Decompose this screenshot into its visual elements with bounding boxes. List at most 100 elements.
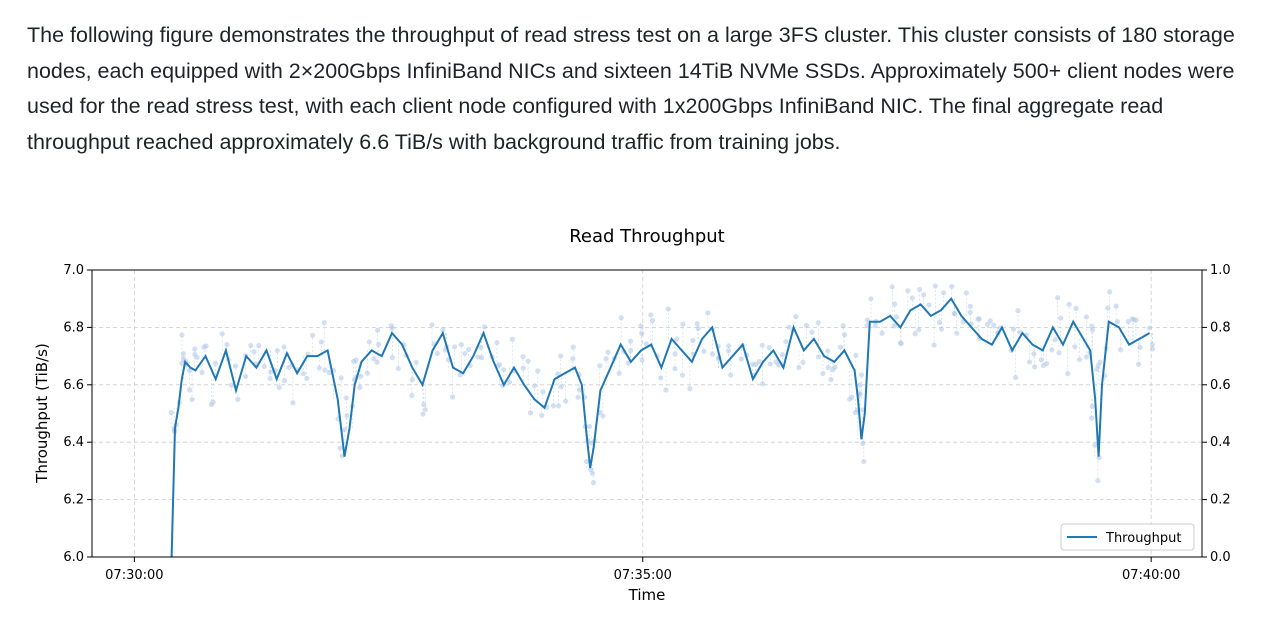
sample-point — [1044, 361, 1050, 367]
sample-point — [1107, 289, 1113, 295]
sample-point — [984, 321, 991, 327]
sample-point — [627, 338, 634, 344]
sample-point — [597, 363, 603, 369]
y2-tick-label: 0.2 — [1210, 493, 1231, 508]
sample-point — [457, 372, 463, 378]
sample-point — [796, 364, 802, 371]
sample-point — [1137, 344, 1143, 350]
sample-point — [326, 369, 332, 376]
sample-point — [570, 356, 576, 362]
sample-point — [1092, 442, 1098, 448]
description-paragraph: The following figure demonstrates the th… — [27, 23, 1235, 154]
sample-point — [506, 379, 513, 385]
sample-point — [853, 352, 859, 358]
sample-point — [268, 369, 274, 375]
sample-point — [628, 347, 634, 353]
sample-point — [429, 322, 435, 328]
y2-tick-label: 0.8 — [1210, 320, 1231, 335]
y2-tick-label: 1.0 — [1210, 263, 1231, 278]
sample-point — [575, 394, 581, 400]
sample-point — [1125, 318, 1131, 325]
sample-point — [760, 381, 766, 387]
sample-point — [224, 341, 230, 348]
sample-point — [281, 378, 288, 384]
sample-point — [374, 359, 380, 365]
sample-point — [274, 347, 280, 354]
sample-point — [550, 403, 557, 409]
sample-point — [1072, 344, 1078, 350]
sample-point — [967, 309, 973, 316]
sample-point — [422, 407, 428, 413]
sample-point — [1146, 325, 1153, 331]
sample-point — [783, 338, 789, 345]
sample-point — [304, 375, 310, 382]
sample-point — [931, 342, 937, 348]
sample-point — [842, 332, 848, 338]
sample-point — [860, 440, 866, 447]
sample-point — [540, 389, 546, 395]
y2-axis-ticks: 0.0 0.2 0.4 0.6 0.8 1.0 — [1202, 263, 1231, 565]
sample-point — [351, 358, 357, 364]
sample-point — [949, 283, 955, 290]
sample-point — [916, 327, 922, 333]
sample-point — [921, 292, 927, 298]
sample-point — [300, 371, 307, 377]
x-tick-label: 07:30:00 — [105, 568, 163, 583]
sample-point — [290, 400, 296, 406]
sample-point — [281, 344, 287, 350]
sample-point — [1133, 317, 1139, 323]
sample-point — [672, 351, 678, 357]
sample-point — [820, 370, 826, 377]
y-tick-label: 6.0 — [63, 550, 84, 565]
sample-point — [658, 375, 664, 381]
sample-point — [951, 310, 958, 317]
sample-point — [210, 399, 216, 405]
sample-point — [872, 322, 878, 329]
sample-point — [694, 321, 700, 327]
x-tick-label: 07:35:00 — [614, 568, 672, 583]
y-tick-label: 6.4 — [63, 435, 84, 450]
sample-point — [975, 316, 981, 322]
sample-point — [879, 330, 885, 336]
sample-point — [501, 367, 507, 373]
sample-point — [1105, 305, 1111, 311]
grid-lines — [92, 270, 1202, 557]
sample-point — [926, 302, 932, 308]
sample-point — [1010, 326, 1017, 332]
sample-point — [695, 325, 701, 332]
sample-point — [466, 346, 472, 353]
sample-point — [318, 339, 324, 345]
sample-point — [558, 384, 564, 390]
sample-point — [1038, 357, 1044, 363]
sample-point — [168, 409, 174, 416]
sample-point — [892, 301, 898, 307]
sample-point — [409, 377, 415, 383]
sample-point — [232, 363, 239, 369]
sample-point — [809, 329, 815, 335]
sample-point — [1089, 403, 1095, 409]
sample-point — [338, 375, 344, 381]
series-throughput-line — [170, 297, 1150, 558]
sample-point — [525, 358, 531, 364]
y-axis-ticks: 6.0 6.2 6.4 6.6 6.8 7.0 — [63, 263, 92, 565]
legend-box — [1060, 523, 1195, 551]
sample-point — [1113, 303, 1119, 309]
sample-point — [939, 326, 945, 332]
sample-point — [916, 286, 923, 293]
sample-point — [616, 370, 622, 376]
sample-point — [643, 341, 649, 347]
sample-point — [857, 391, 863, 398]
sample-point — [625, 360, 631, 366]
sample-point — [395, 365, 401, 372]
sample-point — [991, 322, 997, 328]
sample-point — [800, 359, 806, 366]
sample-point — [779, 352, 785, 358]
sample-point — [186, 367, 193, 374]
sample-point — [1073, 305, 1079, 312]
sample-point — [1095, 362, 1101, 369]
sample-point — [1013, 374, 1019, 381]
sample-point — [1031, 351, 1037, 357]
sample-point — [738, 356, 744, 362]
sample-point — [941, 290, 947, 296]
sample-point — [389, 354, 395, 361]
